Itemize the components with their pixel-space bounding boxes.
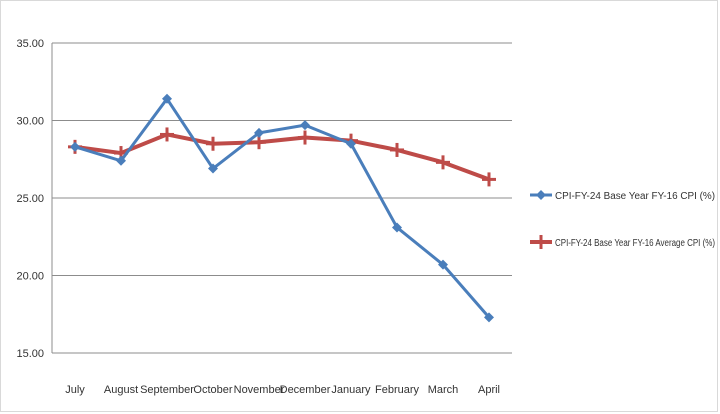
data-series xyxy=(68,93,496,323)
x-tick-label: March xyxy=(428,384,459,396)
legend-item: CPI-FY-24 Base Year FY-16 Average CPI (%… xyxy=(530,235,715,249)
legend-marker xyxy=(536,190,546,200)
y-tick-label: 35.00 xyxy=(16,38,44,50)
data-point-marker xyxy=(208,163,218,174)
data-point-marker xyxy=(300,120,310,131)
x-tick-label: October xyxy=(193,384,232,396)
legend-label: CPI-FY-24 Base Year FY-16 Average CPI (%… xyxy=(555,238,715,249)
x-tick-label: April xyxy=(478,384,500,396)
x-tick-label: December xyxy=(280,384,331,396)
series-average-cpi xyxy=(68,127,496,187)
x-axis-tick-labels: July August September October NovemberDecemb… xyxy=(65,384,500,396)
y-tick-label: 15.00 xyxy=(16,348,44,360)
data-point-marker xyxy=(298,130,312,145)
x-tick-label: July xyxy=(65,384,85,396)
y-tick-label: 25.00 xyxy=(16,193,44,205)
x-tick-label: August xyxy=(104,384,138,396)
data-point-marker xyxy=(438,259,448,270)
x-tick-label: January xyxy=(331,384,371,396)
data-point-marker xyxy=(484,312,494,323)
data-point-marker xyxy=(346,138,356,149)
x-tick-label: November xyxy=(234,384,285,396)
series-cpi xyxy=(70,93,494,323)
legend-item: CPI-FY-24 Base Year FY-16 CPI (%) xyxy=(530,190,715,202)
data-point-marker xyxy=(162,93,172,104)
data-point-marker xyxy=(482,172,496,187)
y-tick-label: 20.00 xyxy=(16,271,44,283)
data-point-marker xyxy=(436,155,450,170)
legend: CPI-FY-24 Base Year FY-16 CPI (%) CPI-FY-… xyxy=(530,190,715,249)
x-tick-label: September xyxy=(140,384,194,396)
series-line xyxy=(74,97,491,319)
data-point-marker xyxy=(206,136,220,151)
data-point-marker xyxy=(254,127,264,138)
legend-marker xyxy=(534,235,548,249)
data-point-marker xyxy=(160,127,174,142)
x-tick-label: February xyxy=(375,384,420,396)
gridlines xyxy=(51,42,512,354)
data-point-marker xyxy=(116,155,126,166)
data-point-marker xyxy=(392,222,402,233)
series-line xyxy=(74,132,490,182)
legend-label: CPI-FY-24 Base Year FY-16 CPI (%) xyxy=(555,191,715,202)
data-point-marker xyxy=(70,141,80,152)
y-tick-label: 30.00 xyxy=(16,116,44,128)
data-point-marker xyxy=(390,142,404,157)
y-axis-tick-labels: 15.00 20.00 25.00 30.00 35.00 xyxy=(16,38,44,360)
